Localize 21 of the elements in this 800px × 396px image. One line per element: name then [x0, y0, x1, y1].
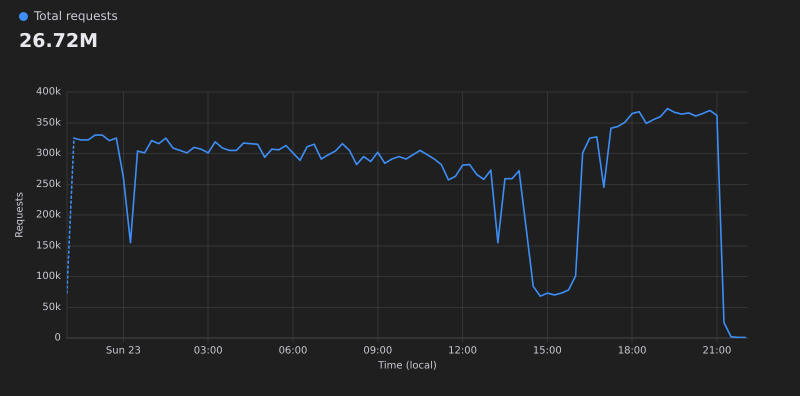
x-tick-label: 18:00 [618, 346, 647, 357]
x-tick-label: 06:00 [278, 346, 308, 357]
y-tick-label: 50k [42, 302, 62, 313]
y-tick-label: 150k [36, 240, 62, 252]
y-tick-label: 350k [36, 117, 62, 128]
chart-subtitle: 26.72M [19, 30, 100, 52]
y-tick-label: 400k [36, 86, 62, 98]
y-tick-label: 250k [36, 178, 62, 190]
y-tick-label: 300k [36, 148, 62, 160]
x-tick-label: 12:00 [448, 346, 477, 357]
y-tick-label: 200k [36, 210, 62, 221]
x-tick-label: Sun 23 [106, 346, 141, 357]
x-tick-label: 15:00 [532, 346, 562, 357]
x-tick-label: 09:00 [363, 346, 392, 357]
x-axis-title: Time (local) [377, 360, 437, 372]
y-tick-label: 0 [54, 332, 61, 344]
legend-label: Total requests [34, 9, 118, 23]
y-tick-label: 100k [36, 271, 62, 282]
x-tick-label: 21:00 [702, 346, 732, 357]
y-axis-title: Requests [14, 192, 26, 238]
x-tick-label: 03:00 [194, 346, 223, 357]
